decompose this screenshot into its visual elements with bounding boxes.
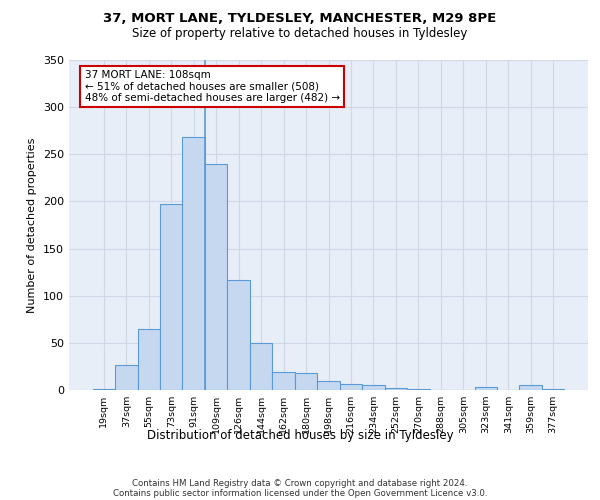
- Text: 37, MORT LANE, TYLDESLEY, MANCHESTER, M29 8PE: 37, MORT LANE, TYLDESLEY, MANCHESTER, M2…: [103, 12, 497, 26]
- Bar: [137, 328, 160, 390]
- Bar: [317, 380, 340, 390]
- Text: Size of property relative to detached houses in Tyldesley: Size of property relative to detached ho…: [133, 28, 467, 40]
- Bar: [295, 373, 317, 390]
- Bar: [407, 389, 430, 390]
- Bar: [340, 384, 362, 390]
- Bar: [92, 389, 115, 390]
- Bar: [160, 204, 182, 390]
- Bar: [542, 389, 565, 390]
- Bar: [250, 343, 272, 390]
- Bar: [227, 280, 250, 390]
- Bar: [115, 364, 137, 390]
- Bar: [272, 372, 295, 390]
- Text: Contains public sector information licensed under the Open Government Licence v3: Contains public sector information licen…: [113, 488, 487, 498]
- Text: Contains HM Land Registry data © Crown copyright and database right 2024.: Contains HM Land Registry data © Crown c…: [132, 478, 468, 488]
- Bar: [475, 387, 497, 390]
- Bar: [205, 164, 227, 390]
- Bar: [520, 386, 542, 390]
- Bar: [385, 388, 407, 390]
- Text: Distribution of detached houses by size in Tyldesley: Distribution of detached houses by size …: [146, 428, 454, 442]
- Text: 37 MORT LANE: 108sqm
← 51% of detached houses are smaller (508)
48% of semi-deta: 37 MORT LANE: 108sqm ← 51% of detached h…: [85, 70, 340, 103]
- Bar: [182, 138, 205, 390]
- Bar: [362, 386, 385, 390]
- Y-axis label: Number of detached properties: Number of detached properties: [28, 138, 37, 312]
